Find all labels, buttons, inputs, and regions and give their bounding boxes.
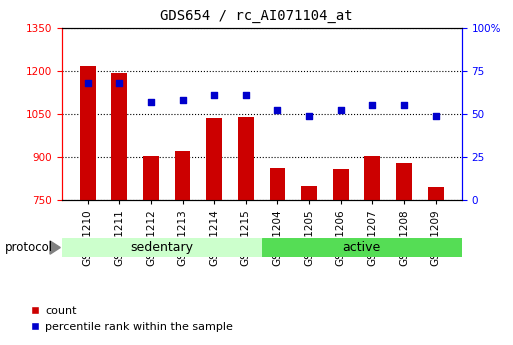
Bar	[174, 151, 190, 200]
Legend: count, percentile rank within the sample: count, percentile rank within the sample	[26, 302, 238, 336]
Bar	[111, 73, 127, 200]
Polygon shape	[50, 241, 60, 254]
Point	[210, 92, 219, 98]
Bar	[428, 187, 444, 200]
Bar	[333, 169, 349, 200]
Point	[273, 108, 282, 113]
Bar	[206, 118, 222, 200]
Bar	[301, 186, 317, 200]
Bar	[262, 238, 462, 257]
Bar	[62, 238, 262, 257]
Point	[337, 108, 345, 113]
Point	[179, 97, 187, 103]
Bar	[238, 117, 254, 200]
Bar	[80, 66, 95, 200]
Point	[84, 80, 92, 86]
Bar	[269, 168, 285, 200]
Point	[115, 80, 124, 86]
Point	[368, 102, 377, 108]
Point	[242, 92, 250, 98]
Point	[400, 102, 408, 108]
Text: active: active	[343, 241, 381, 254]
Text: sedentary: sedentary	[130, 241, 193, 254]
Bar	[143, 156, 159, 200]
Bar	[364, 156, 380, 200]
Text: GDS654 / rc_AI071104_at: GDS654 / rc_AI071104_at	[160, 9, 353, 23]
Bar	[396, 163, 412, 200]
Text: protocol: protocol	[5, 241, 53, 254]
Point	[147, 99, 155, 105]
Point	[431, 113, 440, 118]
Point	[305, 113, 313, 118]
